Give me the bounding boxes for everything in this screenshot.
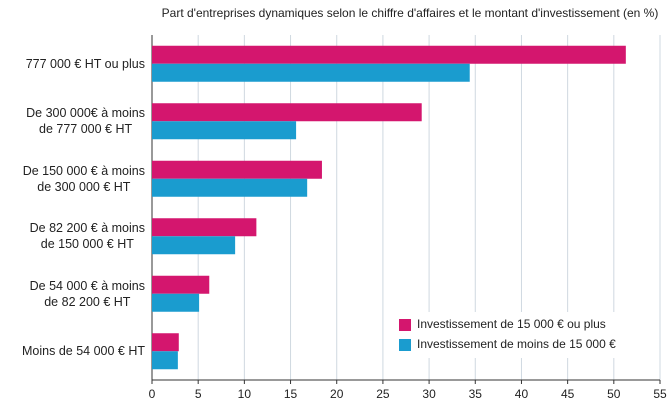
legend-swatch [399, 319, 411, 331]
x-tick-label: 10 [238, 387, 252, 401]
bar [152, 351, 178, 370]
y-tick-label: 777 000 € HT ou plus [25, 56, 145, 71]
y-tick-label: De 150 000 € à moins de 300 000 € HT [22, 163, 145, 194]
bar [152, 236, 236, 255]
bar [152, 160, 322, 179]
legend-swatch [399, 339, 411, 351]
bar [152, 121, 297, 140]
x-tick-label: 5 [195, 387, 202, 401]
x-tick-label: 50 [607, 387, 621, 401]
y-tick-label: Moins de 54 000 € HT [22, 344, 145, 359]
bar [152, 103, 422, 122]
legend-label: Investissement de moins de 15 000 € [417, 337, 616, 351]
x-tick-label: 15 [284, 387, 298, 401]
bar [152, 45, 626, 64]
x-tick-label: 30 [422, 387, 436, 401]
x-tick-label: 20 [330, 387, 344, 401]
y-tick-label: De 54 000 € à moins de 82 200 € HT [29, 278, 145, 309]
x-tick-label: 40 [515, 387, 529, 401]
bar [152, 293, 200, 312]
y-tick-label: De 300 000€ à moins de 777 000 € HT [26, 106, 145, 137]
bar [152, 178, 308, 197]
x-tick-label: 25 [376, 387, 390, 401]
bar [152, 275, 210, 294]
bar [152, 218, 257, 237]
legend-label: Investissement de 15 000 € ou plus [417, 317, 606, 331]
x-tick-label: 45 [561, 387, 575, 401]
chart-title: Part d'entreprises dynamiques selon le c… [162, 6, 659, 20]
bar [152, 63, 470, 82]
x-tick-label: 0 [149, 387, 156, 401]
x-tick-label: 55 [653, 387, 667, 401]
bar [152, 333, 179, 352]
y-tick-label: De 82 200 € à moins de 150 000 € HT [29, 221, 145, 252]
legend-box [395, 312, 650, 358]
x-tick-label: 35 [469, 387, 483, 401]
